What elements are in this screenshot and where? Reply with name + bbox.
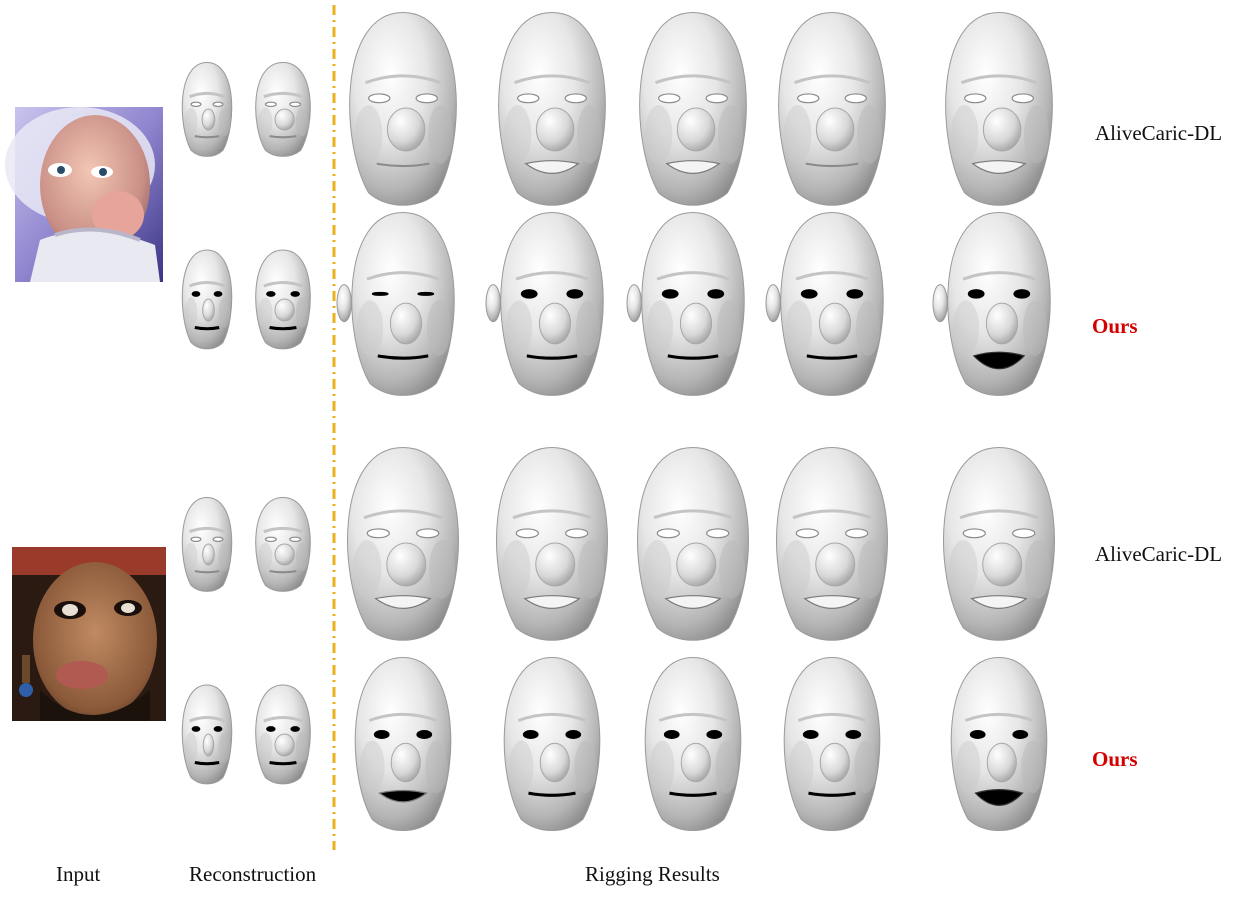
rig-result-r4-c5: [950, 656, 1048, 831]
reconstruction-side-3: [255, 496, 311, 592]
rig-result-r1-c2: [498, 11, 606, 206]
rig-result-r1-c3: [639, 11, 747, 206]
reconstruction-front-3: [181, 496, 233, 592]
reconstruction-side-1: [255, 61, 311, 157]
rig-result-r3-c1: [347, 446, 459, 641]
row-label-3: AliveCaric-DL: [1095, 542, 1223, 566]
rig-result-r3-c2: [496, 446, 608, 641]
rig-result-r1-c5: [945, 11, 1053, 206]
rig-result-r3-c4: [776, 446, 888, 641]
reconstruction-side-4: [255, 684, 311, 785]
rig-result-r1-c4: [778, 11, 886, 206]
rig-result-r2-c2: [485, 211, 604, 396]
rig-result-r4-c3: [644, 656, 742, 831]
row-label-4: Ours: [1092, 747, 1138, 771]
rig-result-r2-c3: [626, 211, 745, 396]
rig-result-r2-c4: [765, 211, 884, 396]
input-photo-einstein: [5, 107, 163, 282]
mesh-results: [181, 11, 1055, 831]
rig-result-r2-c1: [336, 211, 455, 396]
rig-result-r3-c5: [943, 446, 1055, 641]
rig-result-r3-c3: [637, 446, 749, 641]
rig-result-r2-c5: [932, 211, 1051, 396]
input-photo-pirate: [12, 547, 166, 721]
reconstruction-front-2: [181, 249, 233, 350]
reconstruction-front-4: [181, 684, 233, 785]
reconstruction-side-2: [255, 249, 311, 350]
caption-rigging-results: Rigging Results: [585, 862, 720, 886]
reconstruction-front-1: [181, 61, 233, 157]
row-label-2: Ours: [1092, 314, 1138, 338]
rig-result-r4-c2: [503, 656, 601, 831]
caption-input: Input: [56, 862, 101, 886]
row-label-1: AliveCaric-DL: [1095, 121, 1223, 145]
rig-result-r4-c1: [354, 656, 452, 831]
rig-result-r4-c4: [783, 656, 881, 831]
caption-reconstruction: Reconstruction: [189, 862, 317, 886]
rig-result-r1-c1: [349, 11, 457, 206]
